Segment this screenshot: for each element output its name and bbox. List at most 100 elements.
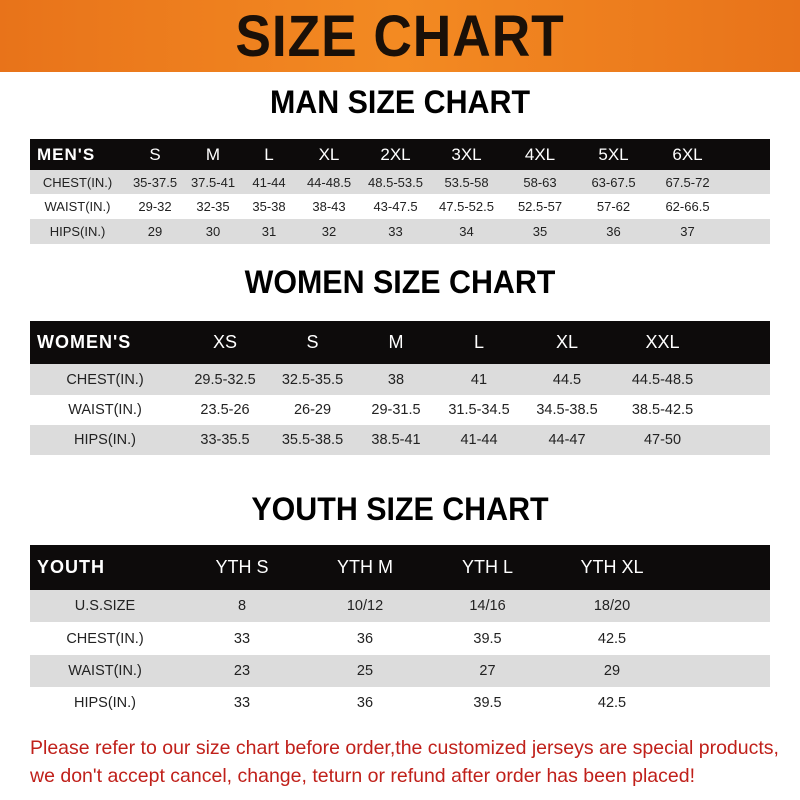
row-label: CHEST(IN.) [66, 630, 144, 647]
table-cell: 41-44 [252, 174, 286, 190]
table-row: WAIST(IN.) 29-32 32-35 35-38 38-43 43-47.5 47.… [30, 194, 770, 219]
table-cell: 35-37.5 [132, 174, 178, 190]
table-header-row: MEN'S S M L XL 2XL 3XL 4XL 5XL 6XL [30, 139, 770, 170]
table-cell: 27 [479, 663, 496, 679]
table-cell: 34 [459, 224, 474, 239]
table-cell: 38.5-42.5 [631, 402, 694, 418]
table-cell: 36 [606, 224, 621, 239]
table-cell: 29-31.5 [371, 402, 421, 418]
table-row: WAIST(IN.) 23.5-26 26-29 29-31.5 31.5-34.5 34… [30, 395, 770, 425]
table-cell: 5XL [598, 144, 629, 164]
size-chart-banner: SIZE CHART [0, 0, 800, 72]
table-cell: 29.5-32.5 [194, 371, 256, 388]
table-cell: 10/12 [346, 598, 384, 614]
banner-title: SIZE CHART [235, 3, 565, 69]
table-cell: 33 [388, 224, 403, 239]
table-cell: 44.5-48.5 [631, 371, 694, 388]
table-cell: 8 [237, 598, 247, 614]
table-cell: 29-32 [138, 199, 172, 214]
table-cell: 35 [532, 224, 548, 239]
table-cell: 43-47.5 [373, 199, 418, 214]
table-cell: 29 [603, 663, 621, 679]
table-row: WAIST(IN.) 23 25 27 29 [30, 655, 770, 687]
table-cell: 34.5-38.5 [536, 402, 598, 418]
table-cell: 39.5 [473, 694, 502, 711]
table-row: CHEST(IN.) 33 36 39.5 42.5 [30, 622, 770, 655]
table-cell: YTH S [215, 557, 269, 577]
table-cell: 44.5 [552, 371, 582, 388]
row-label: WAIST(IN.) [68, 402, 142, 418]
row-label: CHEST(IN.) [66, 371, 144, 388]
table-row: CHEST(IN.) 29.5-32.5 32.5-35.5 38 41 44.5 44.5… [30, 364, 770, 395]
men-size-chart-title: MAN SIZE CHART [269, 84, 531, 120]
table-cell: 52.5-57 [517, 199, 563, 214]
table-cell: 36 [356, 694, 374, 711]
order-notice-line-1: Please refer to our size chart before or… [30, 737, 779, 759]
table-cell: 26-29 [293, 402, 332, 418]
table-cell: 31 [261, 224, 277, 239]
table-cell: 42.5 [597, 630, 627, 647]
table-cell: S [149, 144, 161, 164]
order-notice: Please refer to our size chart before or… [30, 734, 780, 790]
table-cell: L [264, 144, 274, 164]
table-cell: 29 [147, 224, 163, 239]
table-cell: XL [555, 332, 579, 352]
table-cell: 36 [356, 630, 374, 647]
row-label: WOMEN'S [37, 332, 132, 352]
table-cell: 31.5-34.5 [448, 402, 510, 418]
row-label: HIPS(IN.) [49, 224, 106, 239]
table-cell: 25 [356, 663, 374, 679]
table-cell: 35-38 [252, 199, 286, 214]
table-cell: 6XL [672, 144, 703, 164]
table-cell: 38-43 [312, 199, 346, 214]
row-label: YOUTH [37, 557, 105, 577]
table-cell: 47-50 [643, 432, 682, 448]
table-cell: 18/20 [593, 598, 631, 614]
table-cell: 38.5-41 [371, 432, 421, 448]
table-cell: 38 [387, 371, 405, 388]
table-cell: 32 [321, 224, 337, 239]
table-cell: 32.5-35.5 [281, 371, 344, 388]
table-row: HIPS(IN.) 33 36 39.5 42.5 [30, 687, 770, 718]
table-cell: 33 [233, 630, 251, 647]
table-cell: 48.5-53.5 [368, 174, 423, 190]
table-cell: 4XL [524, 144, 556, 164]
table-cell: 53.5-58 [444, 174, 489, 190]
table-cell: 42.5 [597, 694, 627, 711]
youth-size-chart-title: YOUTH SIZE CHART [251, 491, 549, 527]
table-cell: 30 [205, 224, 221, 239]
youth-size-table: YOUTH YTH S YTH M YTH L YTH XL U.S.SIZE 8 10/12… [30, 545, 770, 718]
table-cell: 2XL [380, 144, 411, 164]
row-label: U.S.SIZE [74, 598, 136, 614]
order-notice-line-2: we don't accept cancel, change, teturn o… [30, 765, 695, 787]
table-cell: 37 [680, 224, 695, 239]
table-cell: 33 [233, 694, 251, 711]
table-cell: 33-35.5 [200, 432, 250, 448]
table-cell: 63-67.5 [591, 174, 636, 190]
table-cell: S [306, 332, 319, 352]
table-row: U.S.SIZE 8 10/12 14/16 18/20 [30, 590, 770, 622]
table-cell: YTH M [337, 557, 393, 577]
table-cell: M [388, 332, 404, 352]
table-cell: 44-48.5 [306, 174, 352, 190]
row-label: HIPS(IN.) [73, 432, 137, 448]
table-header-row: YOUTH YTH S YTH M YTH L YTH XL [30, 545, 770, 590]
table-cell: L [473, 332, 484, 352]
table-cell: 41 [470, 371, 488, 388]
table-header-row: WOMEN'S XS S M L XL XXL [30, 321, 770, 364]
table-cell: 44-47 [548, 432, 586, 448]
row-label: HIPS(IN.) [73, 694, 137, 711]
table-cell: 35.5-38.5 [281, 432, 344, 448]
table-cell: 41-44 [460, 432, 498, 448]
table-cell: XL [318, 144, 340, 164]
row-label: WAIST(IN.) [44, 199, 111, 214]
table-cell: 57-62 [596, 199, 631, 214]
table-cell: YTH L [461, 557, 513, 577]
women-size-chart-title: WOMEN SIZE CHART [244, 264, 556, 300]
table-cell: 37.5-41 [190, 174, 236, 190]
row-label: MEN'S [37, 144, 96, 164]
table-cell: XS [212, 332, 237, 352]
table-cell: 39.5 [473, 630, 502, 647]
table-cell: 23.5-26 [200, 402, 250, 418]
table-cell: YTH XL [580, 557, 644, 577]
